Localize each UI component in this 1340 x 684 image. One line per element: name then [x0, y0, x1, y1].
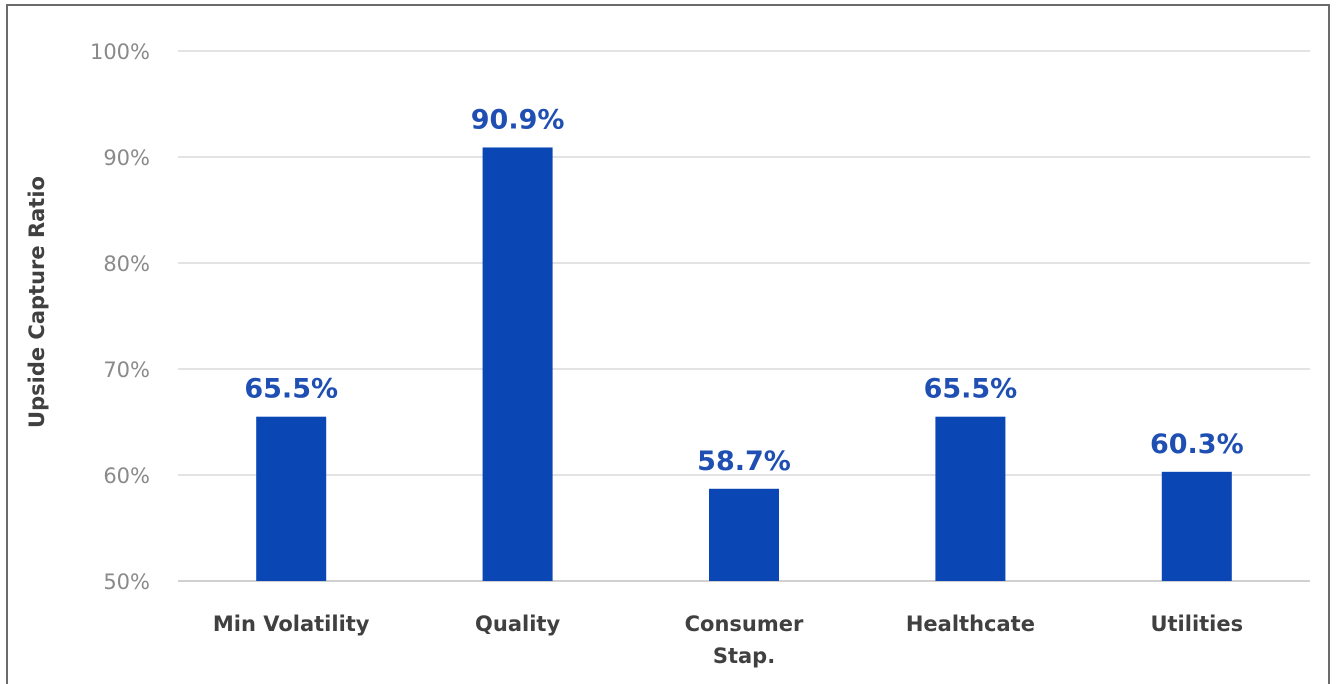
- y-tick-label: 50%: [103, 570, 150, 594]
- x-category-label: Consumer Stap.: [685, 612, 804, 668]
- x-category-label: Min Volatility: [213, 612, 370, 636]
- bar: [1161, 471, 1232, 581]
- y-tick-label: 90%: [103, 146, 150, 170]
- x-category-label: Quality: [475, 612, 560, 636]
- data-label: 90.9%: [471, 104, 565, 135]
- y-axis-ticks: 50% 60% 70% 80% 90% 100%: [90, 40, 150, 594]
- bar: [482, 147, 553, 581]
- bar: [935, 416, 1006, 581]
- bar: [709, 488, 779, 581]
- data-labels: 65.5% 90.9% 58.7% 65.5% 60.3%: [244, 104, 1243, 476]
- y-tick-label: 100%: [90, 40, 150, 64]
- data-label: 65.5%: [244, 374, 338, 405]
- data-label: 60.3%: [1150, 429, 1244, 460]
- y-axis-label: Upside Capture Ratio: [25, 176, 49, 428]
- data-label: 58.7%: [697, 446, 791, 477]
- bar: [256, 416, 327, 581]
- y-tick-label: 60%: [103, 464, 150, 488]
- y-tick-label: 80%: [103, 252, 150, 276]
- x-axis-categories: Min Volatility Quality Consumer Stap. Health…: [213, 612, 1243, 668]
- x-category-label: Utilities: [1150, 612, 1243, 636]
- x-category-label: Healthcate: [906, 612, 1035, 636]
- y-tick-label: 70%: [103, 358, 150, 382]
- chart-frame: [6, 4, 1330, 684]
- data-label: 65.5%: [924, 374, 1018, 405]
- bars: [256, 147, 1232, 581]
